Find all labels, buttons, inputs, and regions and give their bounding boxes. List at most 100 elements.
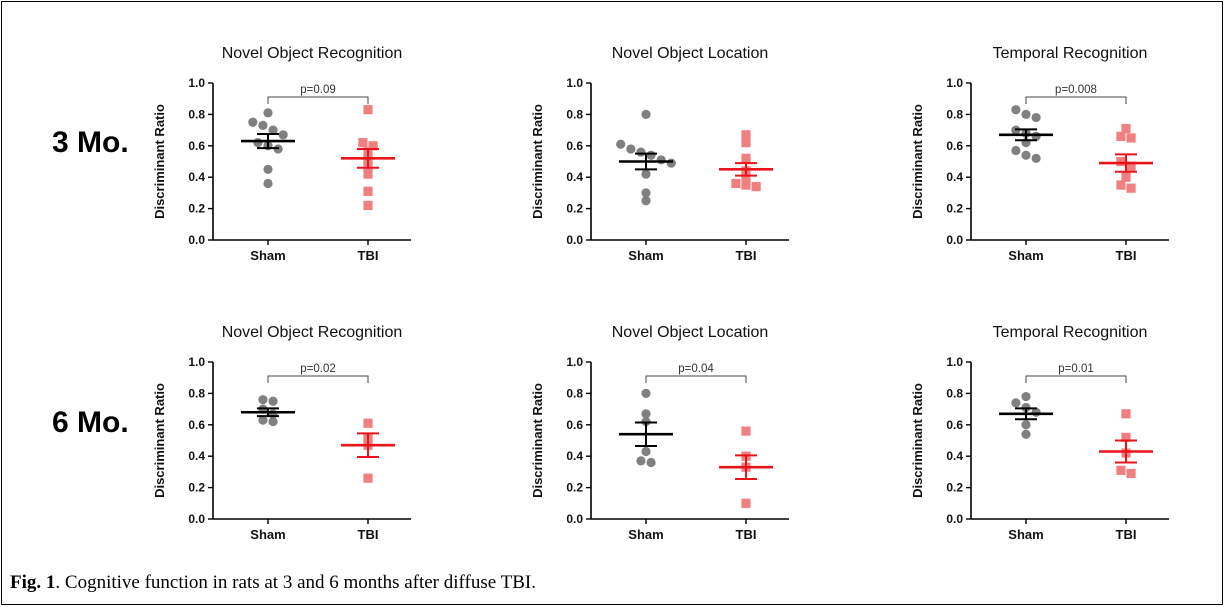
figure-caption: Fig. 1. Cognitive function in rats at 3 … (10, 572, 1210, 594)
data-point-tbi (1126, 184, 1135, 193)
y-tick-label: 0.2 (566, 481, 583, 495)
y-tick-label: 0.8 (188, 386, 205, 400)
data-point-sham (641, 196, 650, 205)
data-point-tbi (363, 169, 372, 178)
x-tick-label-tbi: TBI (1116, 248, 1137, 263)
y-axis-title: Discriminant Ratio (530, 104, 545, 219)
data-point-tbi (752, 182, 761, 191)
data-point-tbi (363, 187, 372, 196)
data-point-sham (636, 147, 645, 156)
panel-title: Novel Object Recognition (222, 45, 403, 62)
y-tick-label: 0.2 (946, 202, 963, 216)
data-point-sham (1011, 105, 1020, 114)
row-label-6mo: 6 Mo. (52, 406, 129, 439)
y-axis-title: Discriminant Ratio (910, 383, 925, 498)
p-value-label: p=0.008 (1055, 84, 1097, 96)
y-tick-label: 0.8 (946, 386, 963, 400)
caption-text: . Cognitive function in rats at 3 and 6 … (55, 572, 536, 593)
significance-bracket (1026, 97, 1126, 104)
data-point-sham (268, 417, 277, 426)
data-point-tbi (358, 138, 367, 147)
caption-label: Fig. 1 (10, 572, 55, 593)
panel-6: Temporal RecognitionDiscriminant Ratio0.… (910, 324, 1169, 542)
data-point-tbi (1116, 466, 1125, 475)
data-point-tbi (731, 179, 740, 188)
significance-bracket (1026, 376, 1126, 383)
y-tick-label: 1.0 (566, 76, 583, 90)
data-point-tbi (1121, 409, 1130, 418)
y-tick-label: 0.4 (566, 170, 583, 184)
data-point-tbi (1116, 157, 1125, 166)
y-axis-title: Discriminant Ratio (530, 383, 545, 498)
y-tick-label: 0.0 (566, 233, 583, 247)
y-tick-label: 0.0 (566, 512, 583, 526)
data-point-tbi (1121, 124, 1130, 133)
x-tick-label-sham: Sham (628, 527, 663, 542)
data-point-tbi (741, 154, 750, 163)
y-tick-label: 0.2 (188, 481, 205, 495)
y-tick-label: 0.4 (188, 449, 205, 463)
data-point-tbi (363, 201, 372, 210)
data-point-sham (1032, 113, 1041, 122)
data-point-sham (641, 389, 650, 398)
y-tick-label: 1.0 (566, 355, 583, 369)
data-point-sham (657, 155, 666, 164)
panel-4: Novel Object RecognitionDiscriminant Rat… (152, 324, 411, 542)
y-tick-label: 0.6 (188, 139, 205, 153)
data-point-sham (268, 397, 277, 406)
panel-title: Temporal Recognition (993, 45, 1148, 62)
y-tick-label: 1.0 (188, 355, 205, 369)
x-tick-label-tbi: TBI (1116, 527, 1137, 542)
panel-2: Novel Object Location Discriminant Ratio 0… (530, 45, 789, 263)
data-point-sham (616, 140, 625, 149)
p-value-label: p=0.02 (300, 363, 336, 375)
data-point-sham (641, 409, 650, 418)
y-tick-label: 0.8 (566, 386, 583, 400)
data-point-sham (1011, 146, 1020, 155)
x-tick-label-sham: Sham (1008, 248, 1043, 263)
data-point-tbi (741, 180, 750, 189)
data-point-sham (263, 179, 272, 188)
data-point-tbi (1116, 180, 1125, 189)
data-point-tbi (363, 105, 372, 114)
data-point-sham (263, 108, 272, 117)
y-tick-label: 0.2 (946, 481, 963, 495)
data-point-tbi (1126, 133, 1135, 142)
data-point-sham (258, 121, 267, 130)
y-tick-label: 1.0 (946, 76, 963, 90)
x-tick-label-sham: Sham (250, 248, 285, 263)
data-point-sham (641, 188, 650, 197)
data-point-sham (1021, 151, 1030, 160)
y-tick-label: 0.0 (946, 512, 963, 526)
data-point-tbi (1126, 469, 1135, 478)
data-point-tbi (1121, 173, 1130, 182)
panel-3: Temporal Recognition Discriminant Ratio 0.… (910, 45, 1169, 263)
y-tick-label: 0.6 (188, 418, 205, 432)
y-tick-label: 0.6 (566, 418, 583, 432)
y-tick-label: 0.2 (566, 202, 583, 216)
y-tick-label: 0.0 (946, 233, 963, 247)
p-value-label: p=0.01 (1058, 363, 1094, 375)
data-point-tbi (741, 426, 750, 435)
y-axis-title: Discriminant Ratio (910, 104, 925, 219)
data-point-tbi (363, 474, 372, 483)
y-tick-label: 0.6 (946, 139, 963, 153)
data-point-sham (646, 151, 655, 160)
panel-5: Novel Object Location Discriminant Ratio 0… (530, 324, 789, 542)
y-tick-label: 0.4 (946, 449, 963, 463)
data-point-sham (253, 138, 262, 147)
x-tick-label-tbi: TBI (736, 527, 757, 542)
p-value-label: p=0.09 (300, 84, 336, 96)
y-tick-label: 0.4 (566, 449, 583, 463)
data-point-sham (279, 130, 288, 139)
data-point-tbi (1116, 132, 1125, 141)
p-value-label: p=0.04 (678, 363, 714, 375)
data-point-sham (641, 169, 650, 178)
data-point-sham (1011, 398, 1020, 407)
y-tick-label: 0.8 (566, 107, 583, 121)
data-point-sham (667, 158, 676, 167)
y-tick-label: 0.0 (188, 512, 205, 526)
y-axis-title: Discriminant Ratio (152, 104, 167, 219)
y-tick-label: 0.8 (946, 107, 963, 121)
